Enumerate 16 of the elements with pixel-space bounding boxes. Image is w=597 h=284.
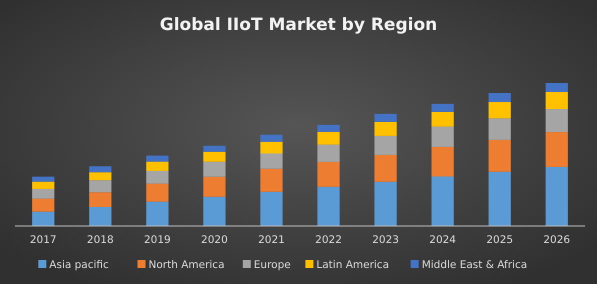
x-tick-label: 2023 <box>372 234 399 246</box>
x-tick-label: 2017 <box>30 234 57 246</box>
x-tick-label: 2026 <box>543 234 570 246</box>
x-tick-label: 2022 <box>315 234 342 246</box>
legend-label: North America <box>148 259 225 271</box>
x-tick-label: 2018 <box>86 234 114 246</box>
x-tick-label: 2021 <box>258 234 285 246</box>
x-tick-label: 2020 <box>201 234 228 246</box>
chart-title: Global IIoT Market by Region <box>160 15 438 35</box>
x-tick-label: 2019 <box>144 234 171 246</box>
legend-label: Asia pacific <box>49 259 110 271</box>
x-tick-label: 2024 <box>429 234 456 246</box>
legend-label: Latin America <box>316 259 390 271</box>
x-tick-label: 2025 <box>486 234 514 246</box>
legend-label: Europe <box>254 259 291 271</box>
legend-label: Middle East & Africa <box>422 259 528 271</box>
